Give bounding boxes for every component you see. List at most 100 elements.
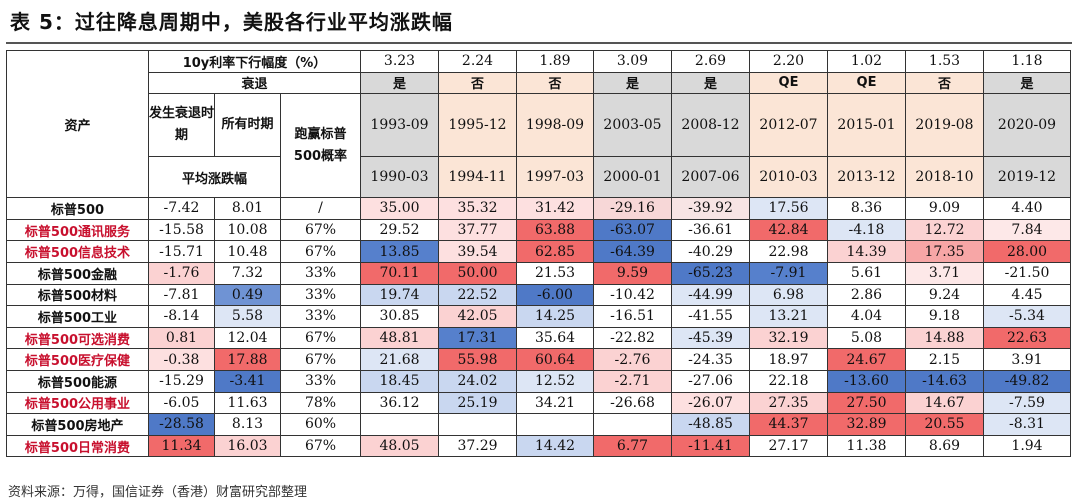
period-end-cell: 2003-05	[593, 93, 672, 158]
period-recession-cell: QE	[749, 71, 828, 95]
asset-name: 标普500通讯服务	[6, 218, 149, 242]
period-end-cell: 2020-09	[983, 93, 1071, 158]
win-rate-cell: 67%	[280, 218, 361, 242]
recession-avg-cell: -28.58	[148, 413, 215, 436]
period-return-cell: 24.02	[438, 369, 517, 393]
period-return-cell	[593, 413, 672, 436]
recession-avg-cell: -7.42	[148, 197, 215, 220]
period-return-cell: 48.81	[360, 326, 439, 350]
period-return-cell: 37.77	[438, 218, 517, 242]
period-return-cell: 18.45	[360, 369, 439, 393]
recession-avg-cell: -15.71	[148, 240, 215, 263]
period-return-cell: 63.88	[516, 218, 594, 242]
period-return-cell: 18.97	[749, 348, 828, 371]
period-return-cell: 25.19	[438, 391, 517, 415]
period-return-cell: 12.52	[516, 369, 594, 393]
period-decline-cell: 1.53	[905, 50, 984, 73]
period-return-cell	[438, 413, 517, 436]
period-end-cell: 1998-09	[516, 93, 594, 158]
period-recession-cell: 是	[593, 71, 672, 95]
period-decline-cell: 1.18	[983, 50, 1071, 73]
period-return-cell: 32.89	[827, 413, 906, 436]
period-return-cell: -7.59	[983, 391, 1071, 415]
table-row: 标普500通讯服务 -15.58 10.08 67% 29.52 37.77 63.88 -6…	[6, 218, 1071, 242]
col-win-rate: 跑赢标普500概率	[280, 93, 361, 199]
table-row: 标普500金融 -1.76 7.32 33% 70.11 50.00 21.53 9.59 -6…	[6, 261, 1071, 285]
win-rate-cell: 67%	[280, 240, 361, 263]
decline-row: 资产 10y利率下行幅度（%） 3.23 2.24 1.89 3.09 2.69 2.20…	[6, 49, 1071, 199]
avg-change-label: 平均涨跌幅	[148, 156, 281, 199]
period-decline-cell: 2.24	[438, 50, 517, 73]
period-return-cell: -26.07	[671, 391, 750, 415]
period-return-cell: -6.00	[516, 283, 594, 307]
period-recession-cell: 是	[983, 71, 1071, 95]
period-return-cell: 1.94	[983, 434, 1071, 458]
period-return-cell: -29.16	[593, 197, 672, 220]
period-return-cell: -36.61	[671, 218, 750, 242]
period-return-cell: -11.41	[671, 434, 750, 458]
all-period-avg-cell: 11.63	[214, 391, 281, 415]
period-start-cell: 1994-11	[438, 156, 517, 199]
recession-avg-cell: -6.05	[148, 391, 215, 415]
period-return-cell: -24.35	[671, 348, 750, 371]
all-period-avg-cell: 8.13	[214, 413, 281, 436]
all-period-avg-cell: 7.32	[214, 261, 281, 285]
sector-returns-table: 资产 10y利率下行幅度（%） 3.23 2.24 1.89 3.09 2.69 2.20…	[6, 49, 1071, 458]
end-date-row: 发生衰退时期 所有时期 跑赢标普500概率 1993-09 1995-12 1998…	[7, 93, 1071, 199]
table-row: 标普500医疗保健 -0.38 17.88 67% 21.68 55.98 60.64 -2.…	[6, 348, 1071, 371]
period-return-cell: 4.04	[827, 305, 906, 328]
recession-row: 衰退 是否否是是 QE QE 否是	[7, 71, 1071, 95]
period-return-cell: 29.52	[360, 218, 439, 242]
period-return-cell: 6.77	[593, 434, 672, 458]
period-end-cell: 2012-07	[749, 93, 828, 158]
recession-avg-cell: -15.29	[148, 369, 215, 393]
period-return-cell: 28.00	[983, 240, 1071, 263]
period-return-cell: -4.18	[827, 218, 906, 242]
period-return-cell: 5.08	[827, 326, 906, 350]
period-return-cell: 36.12	[360, 391, 439, 415]
table-row: 标普500房地产 -28.58 8.13 60% -48.85 44.37 32.89 20.…	[6, 413, 1071, 436]
period-return-cell: -27.06	[671, 369, 750, 393]
asset-name: 标普500可选消费	[6, 326, 149, 350]
period-return-cell	[360, 413, 439, 436]
period-return-cell: 39.54	[438, 240, 517, 263]
period-return-cell: -5.34	[983, 305, 1071, 328]
all-period-avg-cell: 0.49	[214, 283, 281, 307]
period-return-cell: 2.86	[827, 283, 906, 307]
period-end-cell: 1995-12	[438, 93, 517, 158]
table-row: 标普500 -7.42 8.01/35.00 35.32 31.42 -29.16 -39.…	[6, 197, 1071, 220]
asset-name: 标普500	[6, 197, 149, 220]
period-return-cell: 42.84	[749, 218, 828, 242]
period-return-cell: -48.85	[671, 413, 750, 436]
period-return-cell: -39.92	[671, 197, 750, 220]
period-end-cell: 2008-12	[671, 93, 750, 158]
period-start-cell: 2007-06	[671, 156, 750, 199]
asset-name: 标普500房地产	[6, 413, 149, 436]
period-return-cell: -16.51	[593, 305, 672, 328]
col-all-period: 所有时期	[214, 93, 281, 158]
period-return-cell: -45.39	[671, 326, 750, 350]
recession-avg-cell: -8.14	[148, 305, 215, 328]
period-decline-cell: 2.69	[671, 50, 750, 73]
period-return-cell: 8.36	[827, 197, 906, 220]
table-row: 标普500公用事业 -6.05 11.63 78% 36.12 25.19 34.21 -26…	[6, 391, 1071, 415]
asset-name: 标普500材料	[6, 283, 149, 307]
period-return-cell: 60.64	[516, 348, 594, 371]
period-return-cell: 34.21	[516, 391, 594, 415]
period-return-cell: 8.69	[905, 434, 984, 458]
recession-avg-cell: -15.58	[148, 218, 215, 242]
period-decline-cell: 3.23	[360, 50, 439, 73]
win-rate-cell: 67%	[280, 348, 361, 371]
period-decline-cell: 3.09	[593, 50, 672, 73]
period-return-cell: -13.60	[827, 369, 906, 393]
period-return-cell: -40.29	[671, 240, 750, 263]
all-period-avg-cell: 5.58	[214, 305, 281, 328]
period-return-cell: 20.55	[905, 413, 984, 436]
period-decline-cell: 1.02	[827, 50, 906, 73]
period-recession-cell: QE	[827, 71, 906, 95]
win-rate-cell: 33%	[280, 261, 361, 285]
table-row: 标普500信息技术 -15.71 10.48 67% 13.85 39.54 62.85 -6…	[6, 240, 1071, 263]
period-recession-cell: 否	[905, 71, 984, 95]
period-return-cell: 70.11	[360, 261, 439, 285]
asset-name: 标普500能源	[6, 369, 149, 393]
